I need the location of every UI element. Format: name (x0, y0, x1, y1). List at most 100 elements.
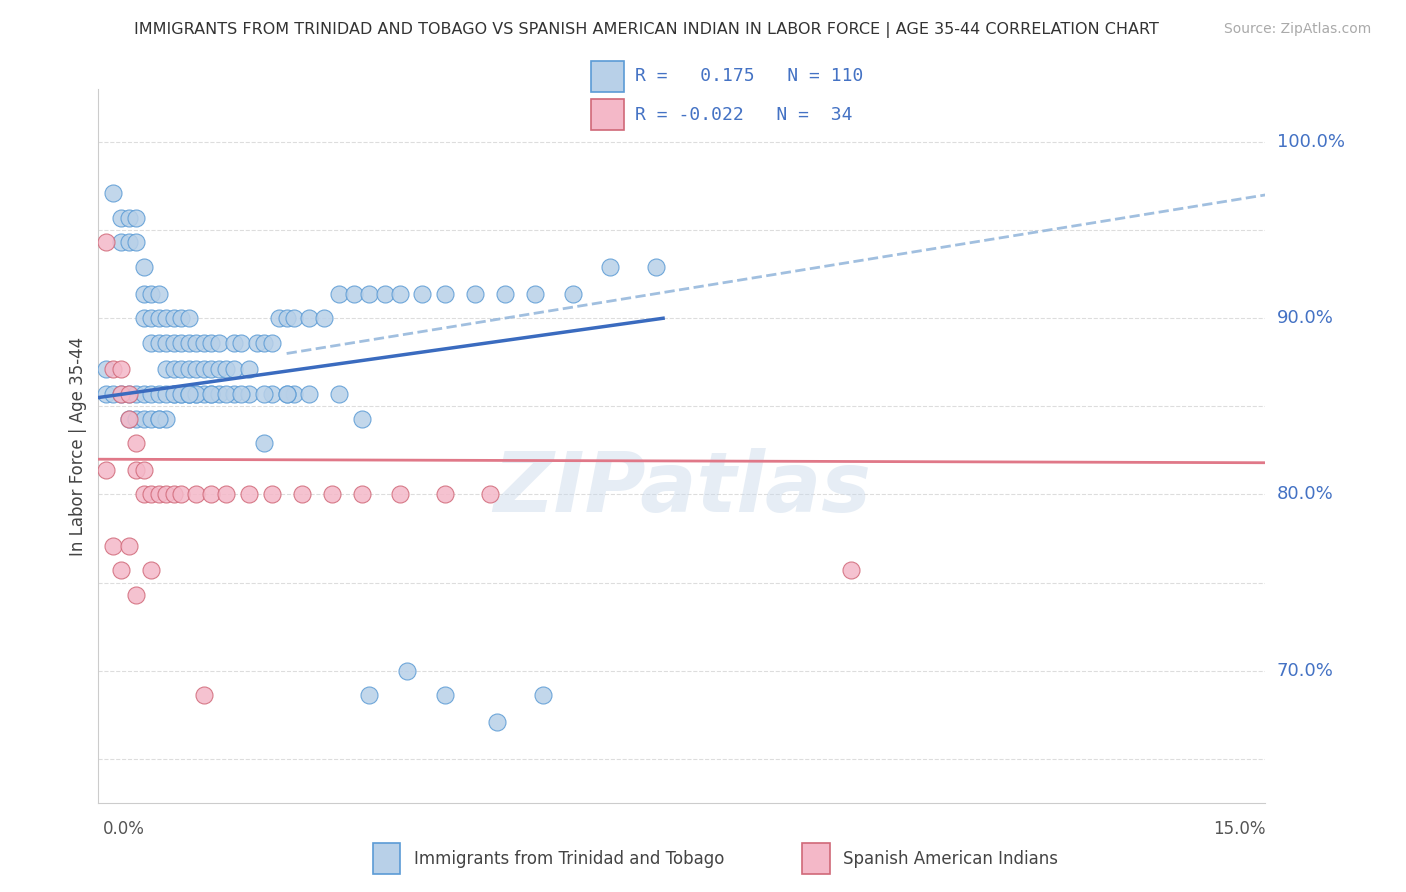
Point (170, 387, 193, 401)
Point (276, 387, 298, 401)
Point (433, 487, 456, 501)
Point (117, 411, 139, 425)
Point (561, 286, 583, 301)
Point (222, 387, 245, 401)
Point (139, 286, 162, 301)
Text: R = -0.022   N =  34: R = -0.022 N = 34 (636, 105, 852, 123)
Point (343, 286, 366, 301)
Point (200, 487, 222, 501)
Point (396, 664, 419, 678)
Point (359, 286, 381, 301)
Point (163, 387, 186, 401)
Point (253, 387, 276, 401)
Text: 15.0%: 15.0% (1213, 820, 1265, 838)
Text: 100.0%: 100.0% (1277, 133, 1344, 151)
Point (125, 463, 148, 477)
Point (373, 286, 395, 301)
Point (163, 335, 186, 350)
Point (222, 362, 245, 376)
Point (139, 335, 162, 350)
Point (186, 387, 208, 401)
Point (208, 335, 231, 350)
Point (110, 362, 132, 376)
Bar (801, 843, 830, 874)
Point (110, 211, 132, 225)
Point (103, 186, 125, 201)
Point (170, 362, 193, 376)
Point (132, 487, 155, 501)
Point (531, 689, 554, 703)
Text: 80.0%: 80.0% (1277, 485, 1333, 503)
Point (139, 387, 162, 401)
Point (139, 487, 162, 501)
Point (231, 387, 253, 401)
Point (193, 362, 215, 376)
Text: 70.0%: 70.0% (1277, 662, 1333, 680)
Point (125, 211, 148, 225)
Bar (591, 99, 624, 130)
Point (298, 311, 321, 326)
Point (208, 362, 231, 376)
Point (253, 335, 276, 350)
Point (215, 362, 238, 376)
Point (110, 387, 132, 401)
Point (433, 286, 456, 301)
Point (186, 487, 208, 501)
Point (283, 387, 305, 401)
Point (177, 387, 200, 401)
Point (200, 335, 222, 350)
Point (125, 436, 148, 450)
Point (186, 335, 208, 350)
Point (103, 362, 125, 376)
Point (524, 286, 547, 301)
Point (103, 539, 125, 553)
Point (125, 411, 148, 425)
Point (177, 362, 200, 376)
Point (148, 311, 170, 326)
Point (177, 335, 200, 350)
Text: ZIPatlas: ZIPatlas (494, 449, 870, 529)
Point (186, 362, 208, 376)
Point (163, 487, 186, 501)
Point (170, 311, 193, 326)
Point (328, 286, 350, 301)
Point (260, 487, 283, 501)
Point (163, 362, 186, 376)
Point (170, 335, 193, 350)
Point (148, 286, 170, 301)
Point (238, 362, 260, 376)
Point (215, 387, 238, 401)
Point (276, 311, 298, 326)
Point (155, 311, 177, 326)
Point (245, 335, 267, 350)
Point (494, 286, 516, 301)
Point (177, 387, 200, 401)
Point (148, 387, 170, 401)
Point (193, 335, 215, 350)
Point (155, 411, 177, 425)
Point (200, 387, 222, 401)
Point (411, 286, 433, 301)
Point (260, 387, 283, 401)
Point (148, 335, 170, 350)
Point (433, 689, 456, 703)
Point (139, 411, 162, 425)
Point (117, 211, 139, 225)
Point (110, 563, 132, 577)
Point (599, 260, 621, 275)
Point (125, 387, 148, 401)
Point (222, 335, 245, 350)
Text: Source: ZipAtlas.com: Source: ZipAtlas.com (1223, 22, 1371, 37)
Point (644, 260, 666, 275)
Point (132, 311, 155, 326)
Point (388, 286, 411, 301)
Point (314, 311, 336, 326)
Point (177, 387, 200, 401)
Point (94, 463, 117, 477)
Point (464, 286, 486, 301)
Point (276, 387, 298, 401)
Point (260, 335, 283, 350)
Point (117, 387, 139, 401)
Point (238, 387, 260, 401)
Point (132, 286, 155, 301)
